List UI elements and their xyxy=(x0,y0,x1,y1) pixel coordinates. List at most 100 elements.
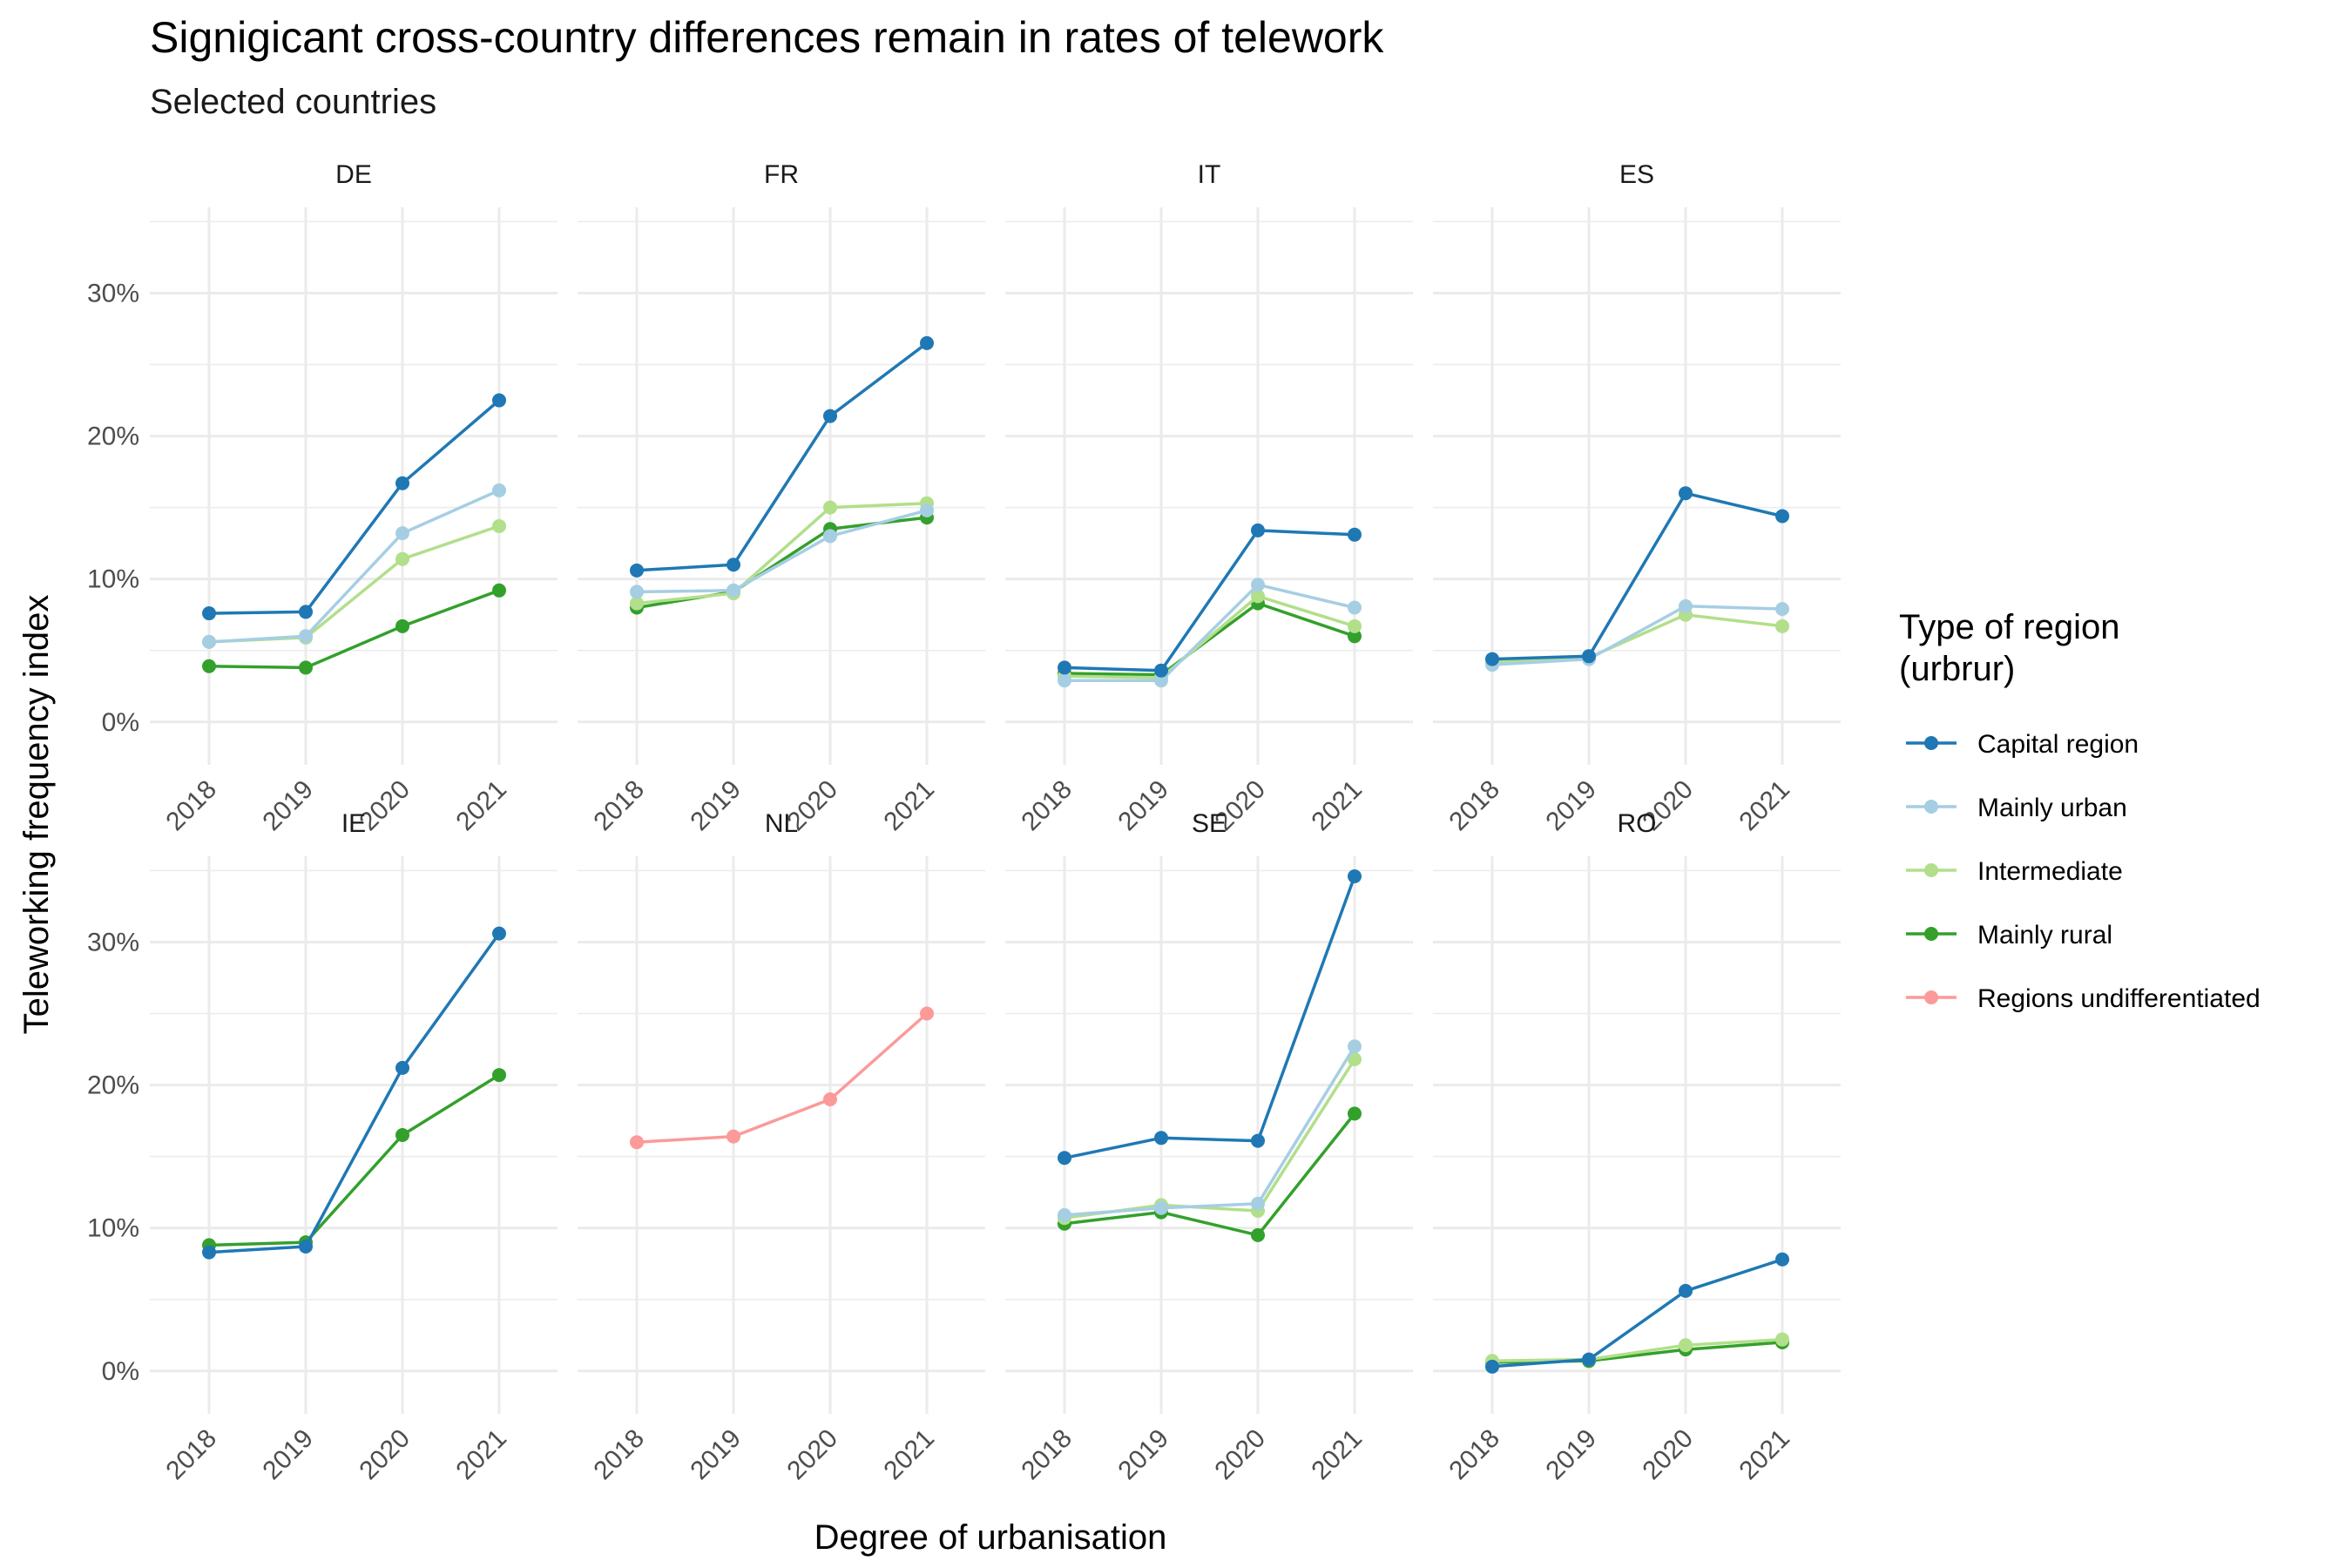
data-point-fr-intermediate xyxy=(823,500,837,515)
panel-ro: RO 2018 2019 2020 2021 xyxy=(1433,809,1841,1485)
data-point-it-intermediate xyxy=(1348,618,1362,633)
x-tick-label: 2018 xyxy=(1016,1424,1078,1486)
x-tick-label: 2021 xyxy=(1306,1424,1368,1486)
x-tick-label: 2019 xyxy=(257,1424,319,1486)
legend-item-intermediate: Intermediate xyxy=(1906,857,2123,886)
series-line-it-intermediate xyxy=(1064,594,1355,679)
series-line-ie-capital-region xyxy=(208,932,501,1254)
data-point-fr-mainly-urban xyxy=(823,529,837,544)
y-tick-label: 10% xyxy=(87,1214,139,1243)
x-tick-label: 2019 xyxy=(1112,1424,1174,1486)
x-tick-label: 2018 xyxy=(1443,1424,1505,1486)
data-point-ie-capital-region xyxy=(492,926,506,941)
x-tick-label: 2020 xyxy=(1637,1424,1699,1486)
y-tick-label: 10% xyxy=(87,565,139,594)
facet-panels: DE 0% 10% 20% 30% 2018 2019 2020 2021 FR 2018 2019 2… xyxy=(87,160,1841,1485)
series-line-fr-mainly-urban xyxy=(636,509,928,594)
series-line-se-capital-region xyxy=(1064,875,1356,1160)
panel-ie: IE 0% 10% 20% 30% 2018 2019 2020 2021 xyxy=(87,809,558,1485)
data-point-de-mainly-rural xyxy=(492,583,506,598)
x-tick-label: 2019 xyxy=(1112,775,1174,837)
legend-items: Capital region Mainly urban Intermediate Ma… xyxy=(1906,730,2261,1013)
data-point-se-mainly-urban xyxy=(1058,1207,1071,1222)
data-point-ie-mainly-rural xyxy=(492,1068,506,1083)
x-tick-label: 2019 xyxy=(685,775,747,837)
legend-key-point xyxy=(1924,927,1938,941)
chart-title: Signigicant cross-country differences re… xyxy=(150,13,1384,62)
x-tick-label: 2018 xyxy=(160,775,222,837)
y-tick-label: 20% xyxy=(87,422,139,451)
x-tick-label: 2021 xyxy=(878,1424,940,1486)
x-axis-title: Degree of urbanisation xyxy=(814,1518,1167,1557)
x-tick-label: 2020 xyxy=(1209,1424,1271,1486)
x-tick-label: 2020 xyxy=(354,1424,416,1486)
y-tick-label: 30% xyxy=(87,928,139,956)
x-tick-label: 2021 xyxy=(450,775,512,837)
x-tick-label: 2019 xyxy=(1540,1424,1602,1486)
panel-de: DE0%10%20%30%2018 2019 2020 2021 xyxy=(87,160,558,836)
x-tick-label: 2019 xyxy=(685,1424,747,1486)
x-tick-label: 2021 xyxy=(450,1424,512,1486)
y-tick-label: 0% xyxy=(102,708,139,737)
legend-label-regions-undifferentiated: Regions undifferentiated xyxy=(1977,984,2261,1013)
legend-item-mainly-urban: Mainly urban xyxy=(1906,794,2127,822)
legend-key-point xyxy=(1924,800,1938,814)
data-point-de-mainly-urban xyxy=(299,629,313,644)
data-point-nl-regions-undifferentiated xyxy=(920,1006,934,1021)
data-point-de-mainly-rural xyxy=(202,659,216,673)
y-tick-label: 20% xyxy=(87,1071,139,1100)
series-line-se-mainly-urban xyxy=(1064,1045,1356,1217)
series-line-nl-regions-undifferentiated xyxy=(636,1012,929,1144)
data-point-de-capital-region xyxy=(395,476,409,490)
x-tick-label: 2021 xyxy=(878,775,940,837)
data-point-se-mainly-rural xyxy=(1348,1106,1362,1121)
x-tick-label: 2021 xyxy=(1734,1424,1795,1486)
legend-title-line2: (urbrur) xyxy=(1899,650,2015,688)
data-point-it-mainly-urban xyxy=(1154,673,1168,688)
data-point-de-mainly-rural xyxy=(395,618,409,633)
panel-label-it: IT xyxy=(1198,160,1221,189)
series-line-es-mainly-urban xyxy=(1491,605,1783,666)
data-point-fr-capital-region xyxy=(630,563,644,578)
data-point-fr-capital-region xyxy=(920,335,934,350)
data-point-ie-capital-region xyxy=(299,1240,313,1254)
legend-label-mainly-rural: Mainly rural xyxy=(1977,921,2112,950)
series-line-ro-intermediate xyxy=(1491,1337,1783,1363)
data-point-es-capital-region xyxy=(1679,486,1693,501)
series-line-fr-capital-region xyxy=(636,341,929,572)
data-point-se-capital-region xyxy=(1251,1133,1265,1148)
legend-title-line1: Type of region xyxy=(1899,608,2120,646)
data-point-se-mainly-urban xyxy=(1348,1039,1362,1054)
x-tick-label: 2018 xyxy=(160,1424,222,1486)
data-point-se-mainly-rural xyxy=(1251,1227,1265,1242)
data-point-se-intermediate xyxy=(1348,1052,1362,1067)
x-tick-label: 2018 xyxy=(588,1424,650,1486)
data-point-it-mainly-urban xyxy=(1058,673,1071,688)
panel-se: SE 2018 2019 2020 2021 xyxy=(1005,809,1413,1485)
data-point-ro-capital-region xyxy=(1582,1352,1596,1367)
legend-item-capital-region: Capital region xyxy=(1906,730,2139,759)
panel-label-ro: RO xyxy=(1618,809,1657,838)
data-point-es-capital-region xyxy=(1775,509,1789,524)
series-line-it-mainly-urban xyxy=(1064,583,1355,682)
data-point-de-mainly-urban xyxy=(395,526,409,541)
data-point-it-mainly-urban xyxy=(1348,600,1362,615)
data-point-fr-capital-region xyxy=(823,409,837,423)
legend: Type of region (urbrur) Capital region Ma… xyxy=(1899,608,2261,1013)
panel-label-es: ES xyxy=(1619,160,1654,189)
data-point-de-capital-region xyxy=(492,393,506,408)
data-point-it-capital-region xyxy=(1251,523,1265,537)
data-point-es-intermediate xyxy=(1775,618,1789,633)
data-point-se-capital-region xyxy=(1058,1151,1071,1166)
data-point-nl-regions-undifferentiated xyxy=(727,1129,740,1144)
series-line-de-capital-region xyxy=(208,399,501,615)
panel-label-ie: IE xyxy=(341,809,366,838)
legend-label-intermediate: Intermediate xyxy=(1977,857,2123,886)
legend-key-point xyxy=(1924,736,1938,750)
series-line-es-capital-region xyxy=(1491,491,1783,661)
data-point-se-mainly-urban xyxy=(1251,1196,1265,1211)
x-tick-label: 2020 xyxy=(781,1424,843,1486)
